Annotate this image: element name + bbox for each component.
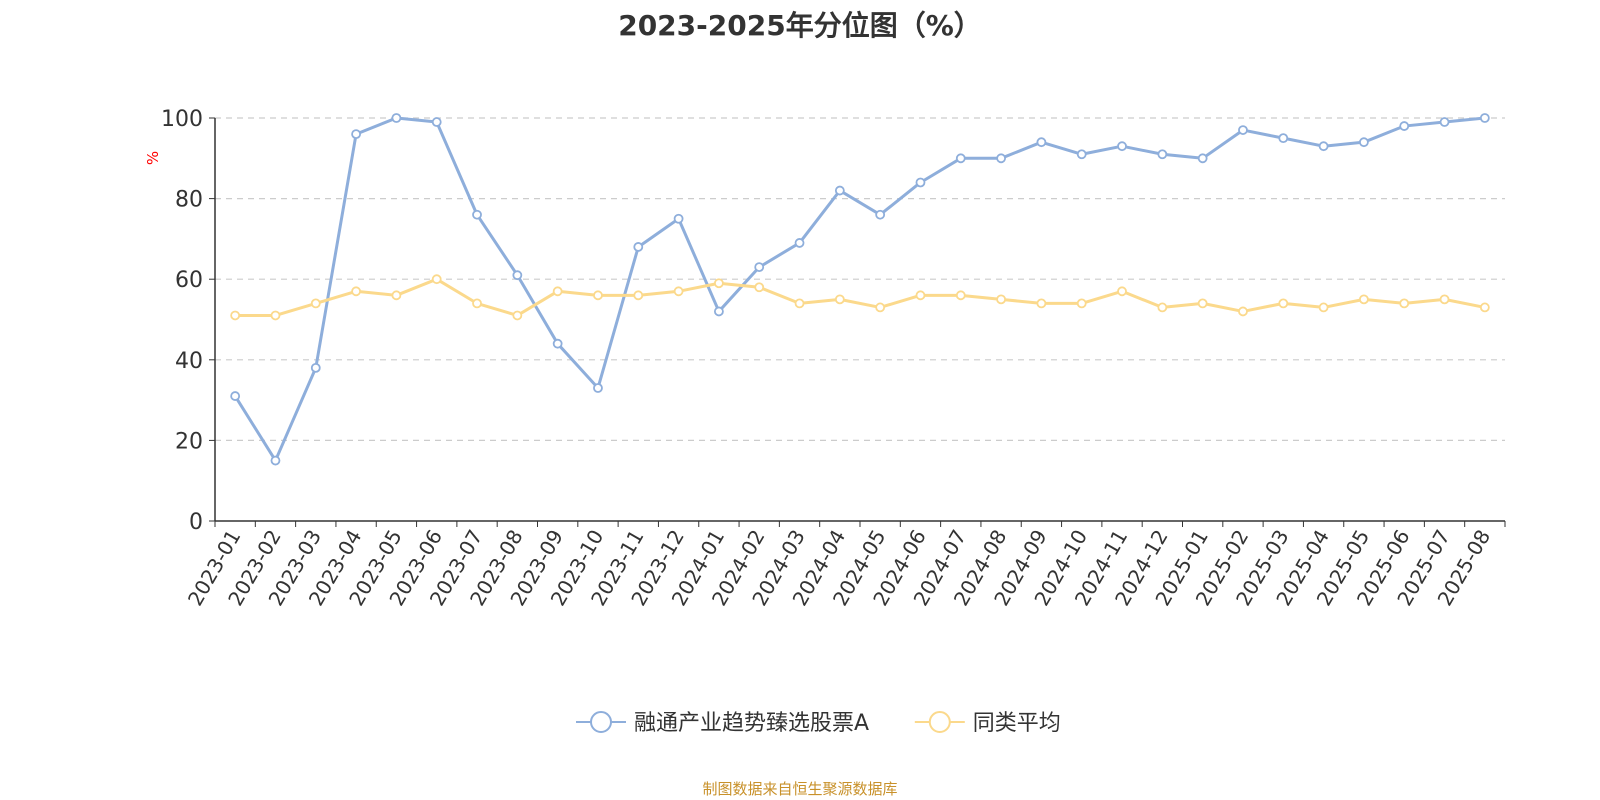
- series-1-point: [1076, 149, 1087, 160]
- series-1-point: [1157, 149, 1168, 160]
- legend[interactable]: 融通产业趋势臻选股票A 同类平均: [576, 711, 1061, 736]
- series-2-point: [834, 294, 845, 305]
- y-tick-label: 100: [161, 107, 203, 132]
- series-1-point: [915, 177, 926, 188]
- source-note: 制图数据来自恒生聚源数据库: [702, 780, 898, 798]
- series-2-point: [472, 298, 482, 309]
- series-1-point: [351, 129, 361, 140]
- series-2-point: [230, 310, 241, 321]
- grid-layer: [215, 117, 1505, 441]
- legend-circle-icon: [928, 711, 951, 733]
- series-1-point: [1278, 133, 1289, 144]
- series-1-point: [834, 185, 845, 196]
- series-1-point: [1399, 121, 1410, 131]
- series-2-point: [955, 290, 966, 301]
- series-1-point: [1238, 125, 1248, 135]
- series-2-point: [915, 290, 926, 301]
- series-1-point: [512, 270, 523, 281]
- series-1-point: [1197, 153, 1208, 164]
- series-1-point: [875, 209, 886, 220]
- y-tick-label: 80: [175, 188, 203, 213]
- y-axis-label: %: [144, 151, 162, 165]
- legend-circle-icon: [590, 711, 612, 733]
- series-2-point: [1359, 294, 1369, 305]
- series-2-point: [1197, 298, 1208, 309]
- y-tick-label: 60: [175, 268, 203, 293]
- series-2-point: [391, 290, 402, 301]
- series-2-point: [1117, 286, 1127, 297]
- series-1-point: [955, 153, 966, 164]
- series-line-1: [233, 116, 1485, 463]
- series-1-point: [1479, 113, 1490, 123]
- series-2-point: [593, 290, 603, 301]
- series-2-point: [1439, 294, 1450, 305]
- series-1-point: [996, 153, 1006, 164]
- series-1-point: [310, 362, 321, 373]
- series-2-point: [1278, 298, 1289, 309]
- series-1-point: [391, 113, 402, 123]
- series-1-point: [552, 338, 563, 349]
- series-2-point: [1318, 302, 1329, 313]
- y-tick-label: 40: [175, 349, 203, 374]
- series-2-point: [1399, 298, 1410, 309]
- series-1-point: [1318, 141, 1329, 152]
- y-tick-label: 0: [189, 510, 203, 535]
- series-1-point: [714, 306, 724, 317]
- series-1-point: [431, 117, 442, 127]
- series-1-point: [1036, 137, 1047, 148]
- series-2-point: [1479, 302, 1490, 313]
- series-2-point: [1238, 306, 1248, 317]
- legend-label: 同类平均: [973, 711, 1061, 736]
- y-tick-label: 20: [175, 429, 203, 454]
- series-1-point: [1359, 137, 1369, 148]
- series-2-point: [875, 302, 886, 313]
- series-1-point: [794, 238, 805, 248]
- series-2-point: [754, 282, 765, 293]
- series-2-point: [794, 298, 805, 309]
- series-1-point: [1117, 141, 1127, 152]
- series-1-point: [633, 242, 644, 252]
- series-2-point: [1157, 302, 1168, 313]
- legend-label: 融通产业趋势臻选股票A: [634, 711, 869, 736]
- series-1-point: [230, 391, 241, 401]
- series-2-point: [512, 310, 523, 321]
- series-2-point: [996, 294, 1006, 305]
- series-1-point: [593, 383, 603, 393]
- series-2-point: [310, 298, 321, 309]
- series-2-point: [1076, 298, 1087, 309]
- series-line-2: [235, 277, 1486, 317]
- series-layer: [230, 113, 1490, 466]
- series-2-point: [1036, 298, 1047, 309]
- series-2-point: [673, 286, 684, 297]
- series-2-point: [552, 286, 563, 297]
- series-2-point: [351, 286, 361, 297]
- series-1-point: [673, 213, 684, 224]
- chart-title: 2023-2025年分位图（%）: [618, 9, 982, 42]
- series-1-point: [270, 455, 281, 466]
- series-2-point: [714, 278, 724, 289]
- series-2-point: [270, 310, 281, 321]
- series-2-point: [633, 290, 644, 301]
- series-1-point: [754, 262, 765, 273]
- series-2-point: [431, 274, 442, 285]
- series-1-point: [472, 209, 482, 220]
- series-1-point: [1439, 117, 1450, 127]
